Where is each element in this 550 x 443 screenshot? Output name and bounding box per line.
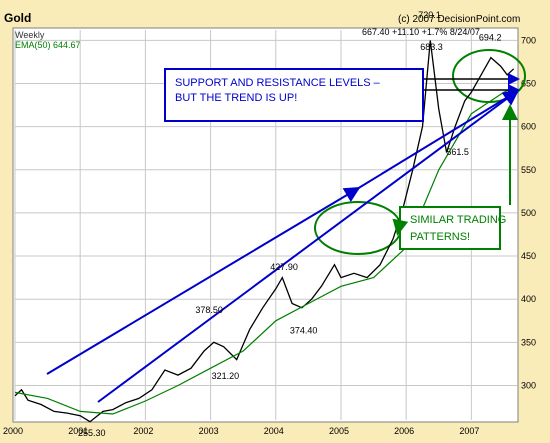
y-tick-label: 400: [521, 294, 536, 304]
y-tick-label: 700: [521, 35, 536, 45]
price-label: 374.40: [290, 325, 318, 335]
price-label: 255.30: [78, 428, 106, 438]
y-tick-label: 350: [521, 337, 536, 347]
ema-label: EMA(50) 644.67: [15, 40, 81, 50]
ema-series-line: [14, 87, 514, 415]
chart-title: Gold: [4, 11, 31, 25]
x-tick-label: 2005: [329, 426, 349, 436]
price-label: 561.5: [446, 147, 469, 157]
trend-note-box: [164, 68, 424, 122]
upper-trend-line-1: [46, 186, 361, 375]
price-label: 427.90: [270, 262, 298, 272]
quote-text: 667.40 +11.10 +1.7% 8/24/07: [362, 27, 480, 37]
x-tick-label: 2000: [3, 426, 23, 436]
similar-arrow-left: [392, 218, 409, 236]
similar-note-line-2: PATTERNS!: [410, 231, 470, 243]
x-tick-label: 2004: [264, 426, 284, 436]
trend-note-line-1: SUPPORT AND RESISTANCE LEVELS –: [175, 77, 381, 89]
price-label: 378.50: [195, 305, 223, 315]
x-tick-label: 2001: [68, 426, 88, 436]
price-label: 321.20: [212, 371, 240, 381]
price-label: 694.2: [479, 32, 502, 42]
upper-trend-line-2: [356, 91, 517, 190]
similar-note-box: [399, 206, 501, 250]
similar-note-line-1: SIMILAR TRADING: [410, 214, 506, 226]
price-label: 720.1: [418, 10, 441, 20]
y-tick-label: 500: [521, 208, 536, 218]
x-tick-label: 2007: [459, 426, 479, 436]
copyright-text: (c) 2007 DecisionPoint.com: [398, 14, 520, 25]
y-tick-label: 300: [521, 380, 536, 390]
series: [14, 40, 515, 423]
trend-note-line-2: BUT THE TREND IS UP!: [175, 92, 297, 104]
x-tick-label: 2006: [394, 426, 414, 436]
lower-trend-line: [97, 89, 520, 403]
price-labels: 255.30 378.50 321.20 427.90 374.40 720.1 683.3…: [78, 10, 501, 438]
period-label: Weekly: [15, 30, 45, 40]
axes: 300 350 400 450 500 550 600 650 700 2000 2001 2002 2…: [3, 35, 536, 436]
y-tick-label: 550: [521, 165, 536, 175]
y-tick-label: 650: [521, 78, 536, 88]
price-label: 683.3: [420, 42, 443, 52]
x-tick-label: 2002: [133, 426, 153, 436]
y-tick-label: 600: [521, 122, 536, 132]
x-tick-label: 2003: [199, 426, 219, 436]
y-tick-label: 450: [521, 251, 536, 261]
